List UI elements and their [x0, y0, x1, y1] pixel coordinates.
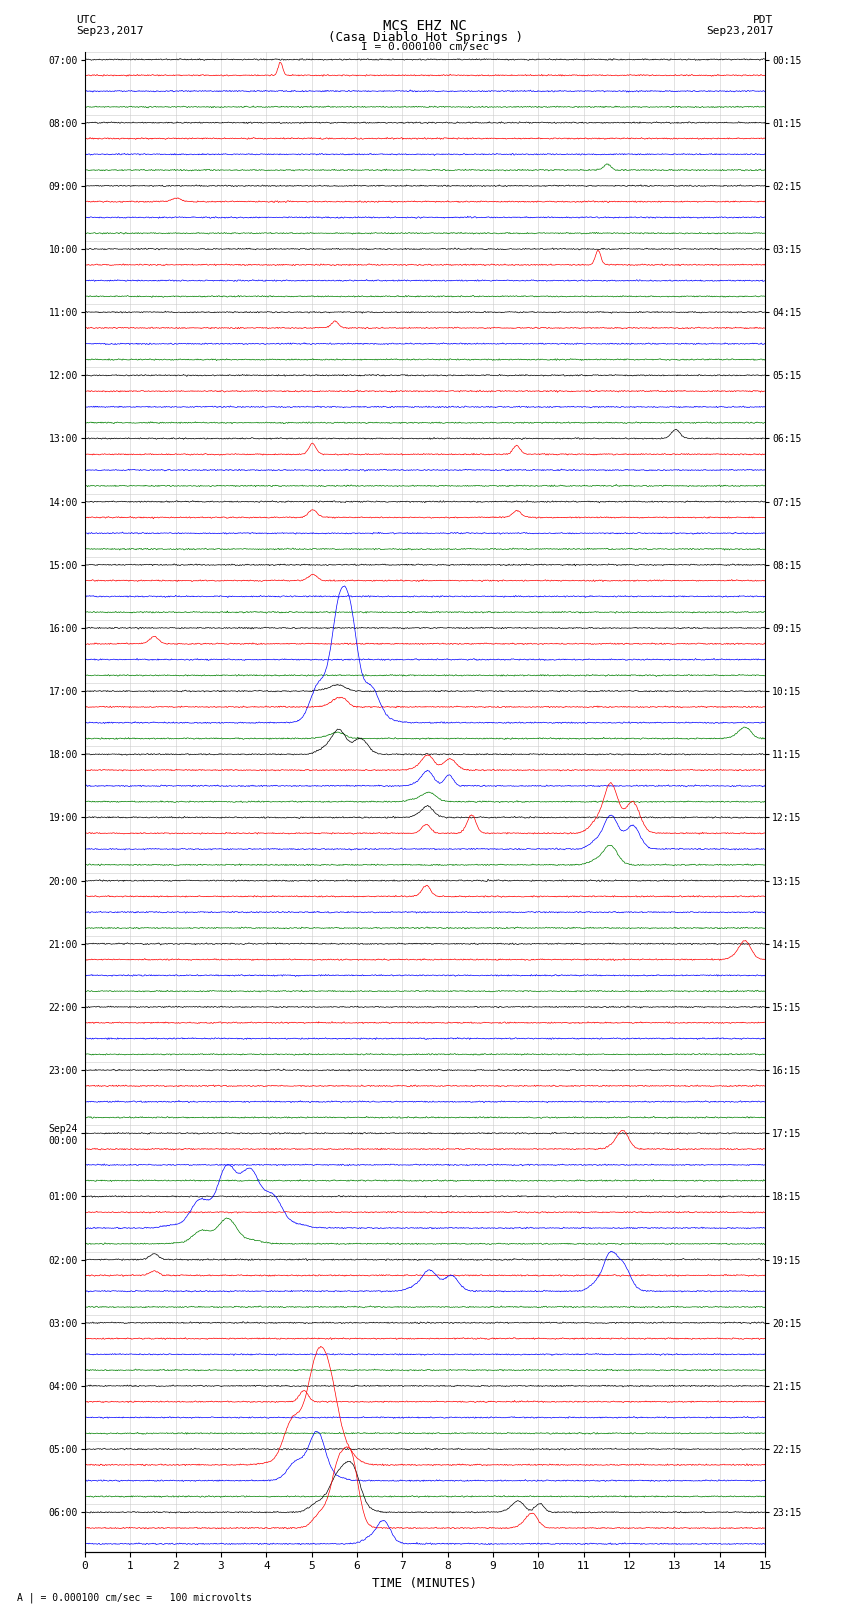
Text: UTC: UTC	[76, 15, 97, 24]
Text: A | = 0.000100 cm/sec =   100 microvolts: A | = 0.000100 cm/sec = 100 microvolts	[17, 1592, 252, 1603]
Text: (Casa Diablo Hot Springs ): (Casa Diablo Hot Springs )	[327, 31, 523, 44]
Text: Sep23,2017: Sep23,2017	[76, 26, 144, 35]
Text: Sep23,2017: Sep23,2017	[706, 26, 774, 35]
Text: PDT: PDT	[753, 15, 774, 24]
X-axis label: TIME (MINUTES): TIME (MINUTES)	[372, 1578, 478, 1590]
Text: I = 0.000100 cm/sec: I = 0.000100 cm/sec	[361, 42, 489, 52]
Text: MCS EHZ NC: MCS EHZ NC	[383, 19, 467, 34]
